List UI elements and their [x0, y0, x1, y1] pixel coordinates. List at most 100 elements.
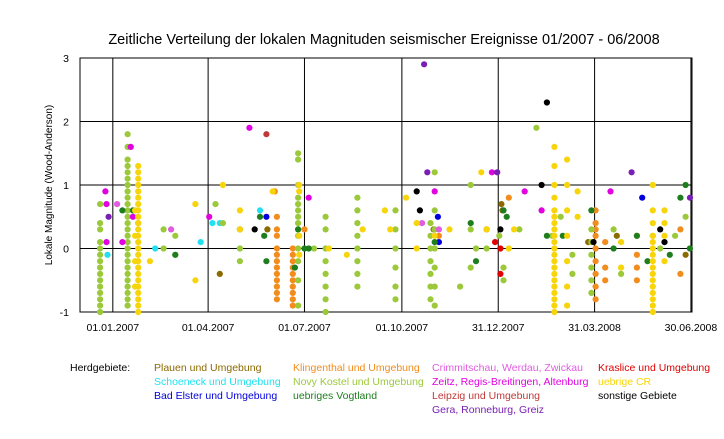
data-point [505, 194, 512, 201]
data-point [97, 226, 104, 233]
data-point [236, 207, 243, 214]
data-point [236, 258, 243, 265]
data-point [124, 245, 131, 252]
data-point [424, 169, 431, 176]
data-point [661, 207, 668, 214]
data-point [305, 245, 312, 252]
data-point [354, 207, 361, 214]
data-point [649, 207, 656, 214]
data-point [124, 201, 131, 208]
data-point [359, 226, 366, 233]
data-point [209, 220, 216, 227]
data-point [649, 258, 656, 265]
data-point [295, 207, 302, 214]
data-point [672, 232, 679, 239]
data-point [677, 226, 684, 233]
legend-item: sonstige Gebiete [598, 390, 677, 402]
data-point [273, 270, 280, 277]
data-point [124, 220, 131, 227]
data-point [124, 277, 131, 284]
data-point [289, 277, 296, 284]
data-point [592, 232, 599, 239]
data-point [551, 232, 558, 239]
data-point [354, 232, 361, 239]
data-point [592, 270, 599, 277]
data-point [152, 245, 159, 252]
data-point [124, 270, 131, 277]
data-point [649, 245, 656, 252]
data-point [657, 226, 664, 233]
data-point [273, 277, 280, 284]
data-point [610, 226, 617, 233]
data-point [354, 194, 361, 201]
data-point [132, 232, 139, 239]
data-point [446, 226, 453, 233]
data-point [602, 264, 609, 271]
data-point [467, 181, 474, 189]
data-point [661, 239, 668, 246]
data-point [551, 283, 558, 290]
data-point [124, 169, 131, 176]
data-point [413, 245, 420, 252]
data-point [296, 251, 303, 258]
data-point [392, 283, 399, 290]
data-point [551, 143, 558, 150]
data-point [124, 283, 131, 290]
data-point [564, 302, 571, 309]
data-point [496, 232, 503, 239]
data-point [343, 251, 350, 258]
data-point [273, 251, 280, 258]
grid [80, 57, 692, 313]
data-point [588, 289, 595, 296]
data-point [387, 226, 394, 233]
data-point [310, 245, 318, 252]
data-point [135, 296, 142, 303]
data-point [273, 283, 280, 290]
data-point [677, 270, 684, 277]
data-point [649, 270, 656, 277]
data-point [497, 226, 504, 233]
data-point [135, 251, 142, 258]
data-point [431, 302, 438, 309]
data-point [97, 201, 104, 208]
data-point [478, 169, 485, 176]
data-point [289, 296, 296, 303]
data-point [322, 213, 329, 220]
data-point [105, 213, 112, 220]
legend-item: uebrige CR [598, 376, 652, 388]
legend-item: Bad Elster und Umgebung [154, 390, 278, 402]
data-point [588, 207, 595, 214]
data-point [295, 245, 302, 252]
data-point [592, 220, 599, 227]
x-tick-labels: 01.01.2007 01.04.2007 01.07.2007 01.10.2007… [87, 322, 718, 334]
data-point [551, 270, 558, 277]
data-point [533, 124, 540, 131]
legend-item: Zeitz, Regis-Breitingen, Altenburg [432, 376, 589, 388]
data-point [551, 289, 558, 296]
data-point [633, 277, 641, 284]
data-point [592, 245, 599, 252]
data-point [551, 207, 558, 214]
data-point [192, 201, 199, 208]
legend-item: Crimmitschau, Werdau, Zwickau [432, 362, 583, 374]
data-point [467, 264, 474, 271]
data-point [618, 239, 625, 246]
data-point [305, 194, 312, 201]
data-point [666, 251, 673, 258]
data-point [124, 207, 131, 214]
data-point [246, 124, 253, 131]
data-point [289, 245, 296, 252]
data-point [124, 181, 131, 189]
data-point [160, 245, 167, 252]
data-point [135, 239, 142, 246]
legend-item: uebriges Vogtland [293, 390, 378, 402]
data-point [295, 277, 302, 284]
data-point [500, 207, 507, 214]
data-point [119, 239, 126, 246]
data-point [602, 239, 609, 246]
data-point [551, 264, 558, 271]
data-point [135, 175, 142, 182]
data-point [273, 258, 280, 265]
data-point [256, 213, 264, 220]
